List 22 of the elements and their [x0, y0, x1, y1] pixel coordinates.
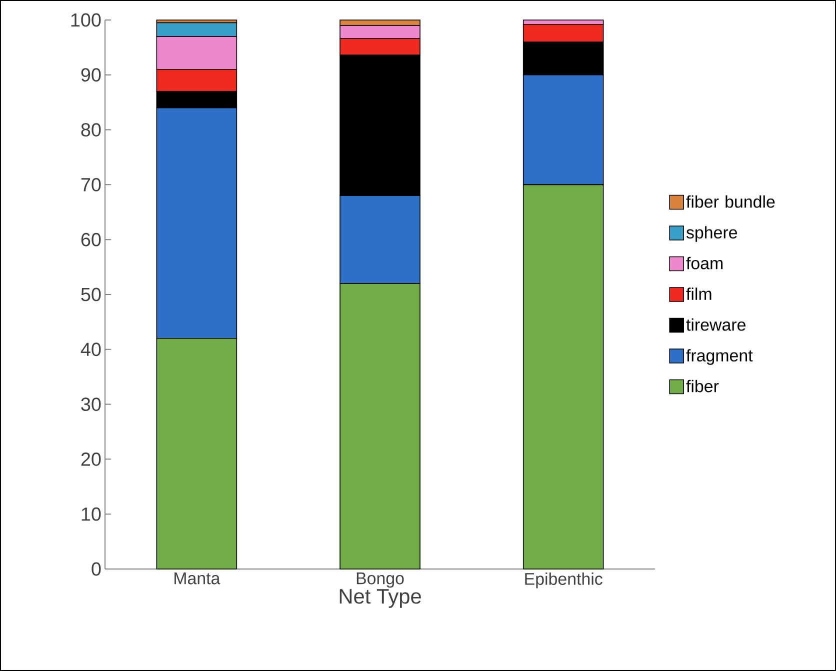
legend-label: tireware [686, 318, 746, 331]
y-tick-label: 0 [92, 562, 101, 576]
x-axis-title: Net Type [340, 589, 421, 608]
x-tick-label: Bongo [356, 572, 404, 588]
y-tick-label: 50 [81, 288, 101, 302]
y-tick-label: 30 [81, 398, 101, 411]
y-tick-label: 20 [81, 452, 101, 466]
legend-label: film [686, 288, 712, 300]
legend-label: fragment [686, 349, 753, 365]
y-tick-label: 70 [81, 178, 101, 192]
y-tick-label: 40 [80, 342, 101, 356]
y-tick-label: 90 [81, 68, 101, 82]
x-tick-label: Manta [174, 572, 220, 584]
x-tick-label: Epibenthic [525, 572, 602, 588]
legend-label: foam [686, 256, 723, 270]
y-tick-label: 80 [81, 123, 101, 136]
legend-label: sphere [686, 226, 738, 242]
legend-label: fiber bundle [686, 195, 775, 208]
legend-label: fiber [686, 380, 719, 392]
y-tick-label: 100 [71, 13, 101, 27]
y-tick-label: 60 [81, 232, 101, 246]
y-tick-label: 10 [82, 507, 101, 521]
